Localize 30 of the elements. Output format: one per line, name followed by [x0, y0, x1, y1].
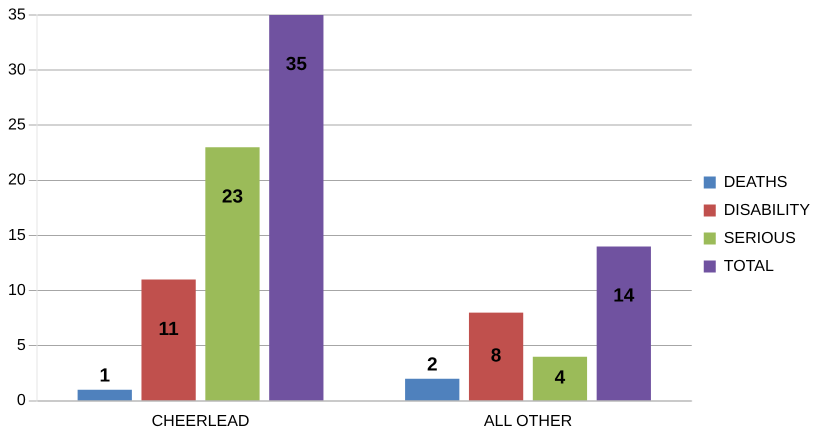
bar: [532, 356, 588, 400]
y-tick-label: 15: [8, 226, 26, 244]
data-label: 8: [490, 346, 502, 367]
bar: [468, 312, 524, 400]
legend-label: SERIOUS: [724, 230, 796, 247]
y-tick-label: 35: [8, 6, 26, 24]
data-label: 14: [613, 286, 635, 307]
legend-label: DISABILITY: [724, 202, 810, 219]
data-label: 1: [99, 366, 110, 387]
x-tick-label: CHEERLEAD: [152, 412, 250, 430]
y-tick-label: 5: [16, 337, 26, 354]
data-label: 35: [286, 54, 308, 76]
data-label: 23: [222, 186, 244, 208]
legend-label: DEATHS: [724, 174, 788, 191]
bar: [405, 378, 460, 400]
bar: [596, 246, 651, 400]
data-label: 2: [426, 354, 438, 376]
y-tick-label: 30: [8, 62, 26, 79]
y-tick-label: 25: [8, 116, 26, 134]
data-label: 4: [554, 368, 566, 389]
bar: [205, 147, 260, 400]
legend-label: TOTAL: [724, 258, 774, 275]
bar: [141, 280, 196, 400]
bar: [78, 390, 132, 400]
bar: [269, 15, 324, 400]
data-label: 11: [158, 318, 180, 340]
y-tick-label: 0: [16, 392, 26, 410]
y-tick-label: 10: [8, 282, 26, 299]
y-tick-label: 20: [8, 172, 26, 189]
x-tick-label: ALL OTHER: [484, 412, 572, 430]
